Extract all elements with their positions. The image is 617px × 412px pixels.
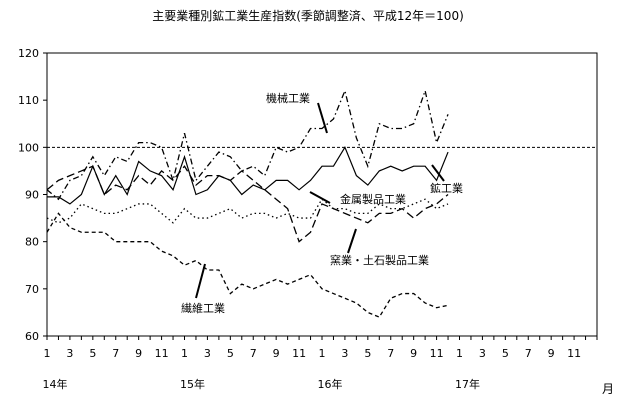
year-label: 14年 <box>43 377 68 391</box>
x-tick-label: 11 <box>567 347 581 360</box>
y-tick-label: 110 <box>18 94 39 107</box>
x-tick-label: 7 <box>387 347 394 360</box>
y-tick-label: 90 <box>25 189 39 202</box>
chart-title: 主要業種別鉱工業生産指数(季節調整済、平成12年＝100) <box>152 8 464 23</box>
x-tick-label: 3 <box>479 347 486 360</box>
x-tick-label: 7 <box>525 347 532 360</box>
x-tick-label: 1 <box>319 347 326 360</box>
annotation-label: 鉱工業 <box>430 181 463 195</box>
x-tick-label: 1 <box>456 347 463 360</box>
annotation-leader <box>195 263 206 299</box>
series-line-2 <box>46 88 449 201</box>
annotation-leader <box>431 164 445 182</box>
annotation-leader <box>317 102 328 134</box>
y-tick-label: 80 <box>25 236 39 249</box>
series-line-4 <box>46 165 449 243</box>
x-tick-label: 9 <box>410 347 417 360</box>
x-tick-label: 3 <box>66 347 73 360</box>
x-tick-label: 1 <box>44 347 51 360</box>
x-tick-label: 5 <box>89 347 96 360</box>
x-tick-label: 7 <box>250 347 257 360</box>
series-line-5 <box>46 212 449 318</box>
x-tick-label: 1 <box>181 347 188 360</box>
annotation-label: 窯業・土石製品工業 <box>330 253 429 267</box>
annotation-label: 繊維工業 <box>181 302 225 315</box>
series-line-1 <box>47 146 449 205</box>
x-tick-label: 7 <box>112 347 119 360</box>
x-tick-label: 3 <box>204 347 211 360</box>
x-tick-label: 11 <box>430 347 444 360</box>
y-tick-label: 70 <box>25 283 39 296</box>
annotation-leader <box>309 191 331 204</box>
year-label: 15年 <box>180 377 205 391</box>
x-tick-label: 9 <box>548 347 555 360</box>
x-tick-label: 9 <box>135 347 142 360</box>
annotation-label: 機械工業 <box>266 91 310 105</box>
year-label: 17年 <box>455 377 480 391</box>
x-tick-label: 5 <box>227 347 234 360</box>
x-tick-label: 5 <box>364 347 371 360</box>
y-tick-label: 100 <box>18 141 39 154</box>
x-tick-label: 3 <box>341 347 348 360</box>
annotation-leader <box>347 228 357 254</box>
x-tick-label: 5 <box>502 347 509 360</box>
x-tick-label: 9 <box>273 347 280 360</box>
y-tick-label: 60 <box>25 330 39 343</box>
x-tick-label: 11 <box>155 347 169 360</box>
series-line-3 <box>46 198 449 224</box>
plot-frame <box>46 52 598 337</box>
y-tick-label: 120 <box>18 47 39 60</box>
x-tick-label: 11 <box>292 347 306 360</box>
x-axis-unit-label: 月 <box>602 382 614 396</box>
annotation-label: 金属製品工業 <box>340 192 406 206</box>
year-label: 16年 <box>318 377 343 391</box>
